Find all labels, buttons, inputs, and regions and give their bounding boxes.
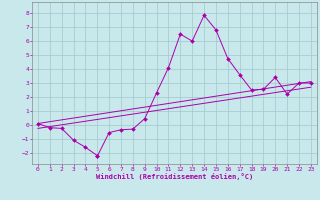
X-axis label: Windchill (Refroidissement éolien,°C): Windchill (Refroidissement éolien,°C) bbox=[96, 173, 253, 180]
